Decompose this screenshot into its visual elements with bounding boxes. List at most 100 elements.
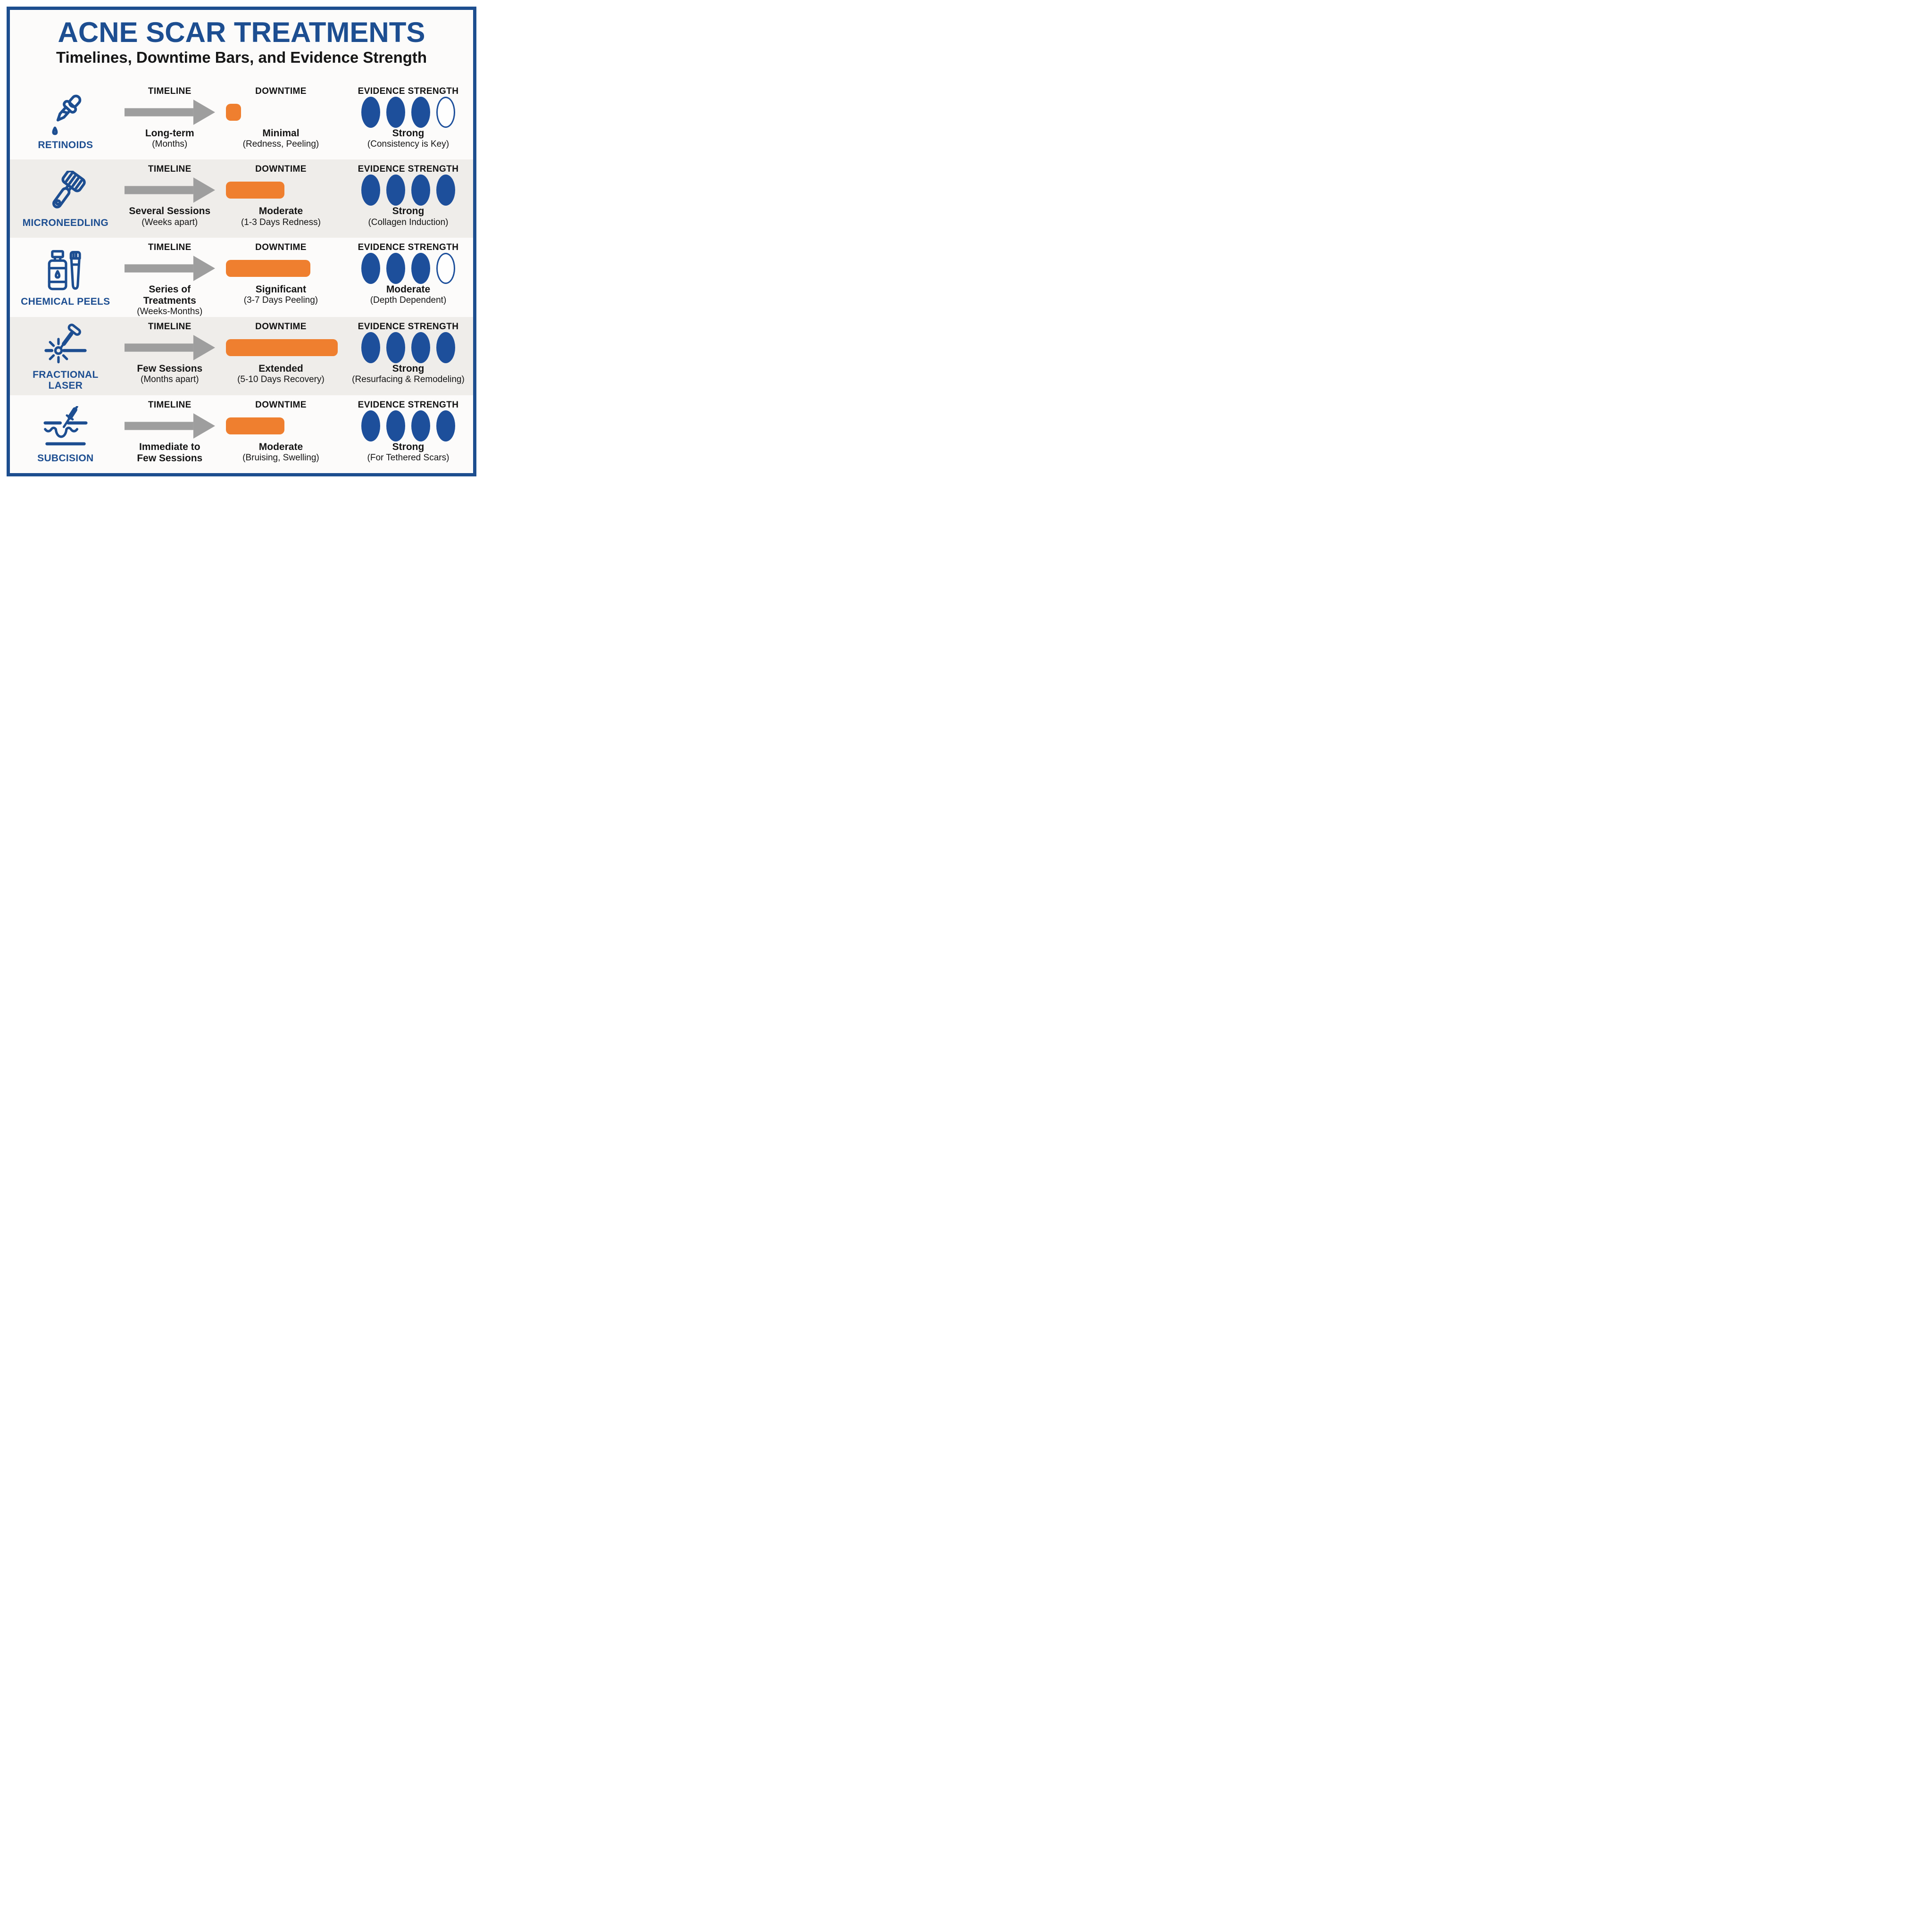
downtime-bar-track bbox=[218, 97, 343, 128]
laser-icon bbox=[43, 323, 88, 367]
timeline-header: TIMELINE bbox=[148, 400, 192, 410]
evidence-value: Strong bbox=[392, 128, 425, 139]
evidence-value: Strong bbox=[392, 206, 425, 217]
downtime-bar bbox=[225, 104, 242, 121]
treatment-row: MICRONEEDLING TIMELINE Several Sessions … bbox=[10, 159, 473, 238]
downtime-value: Moderate bbox=[258, 441, 303, 452]
treatment-cell: SUBCISION bbox=[10, 395, 121, 473]
arrow-right-icon bbox=[124, 256, 215, 281]
evidence-dot bbox=[411, 252, 430, 284]
evidence-dot bbox=[386, 97, 405, 128]
downtime-bar bbox=[225, 182, 285, 199]
poster-header: ACNE SCAR TREATMENTS Timelines, Downtime… bbox=[10, 10, 473, 82]
treatment-row: CHEMICAL PEELS TIMELINE Series of Treatm… bbox=[10, 238, 473, 317]
evidence-graphic bbox=[343, 410, 473, 441]
evidence-dots bbox=[361, 175, 455, 206]
evidence-dot bbox=[436, 97, 455, 128]
evidence-detail: (Depth Dependent) bbox=[370, 295, 447, 306]
evidence-graphic bbox=[343, 175, 473, 206]
arrow-right-icon bbox=[124, 413, 215, 439]
downtime-header: DOWNTIME bbox=[255, 322, 307, 332]
downtime-detail: (1-3 Days Redness) bbox=[241, 217, 321, 227]
arrow-right-icon bbox=[124, 100, 215, 125]
evidence-value: Moderate bbox=[386, 283, 431, 295]
timeline-header: TIMELINE bbox=[148, 164, 192, 175]
evidence-dot bbox=[411, 175, 430, 206]
timeline-value: Immediate to Few Sessions bbox=[137, 441, 203, 464]
downtime-cell: DOWNTIME Minimal (Redness, Peeling) bbox=[218, 82, 343, 159]
downtime-header: DOWNTIME bbox=[255, 86, 307, 96]
evidence-dot bbox=[386, 410, 405, 441]
evidence-detail: (Resurfacing & Remodeling) bbox=[352, 375, 465, 385]
timeline-header: TIMELINE bbox=[148, 86, 192, 96]
treatment-name: MICRONEEDLING bbox=[22, 217, 109, 229]
evidence-graphic bbox=[343, 97, 473, 128]
downtime-detail: (Redness, Peeling) bbox=[242, 139, 319, 150]
treatment-cell: CHEMICAL PEELS bbox=[10, 238, 121, 317]
evidence-header: EVIDENCE STRENGTH bbox=[358, 242, 459, 252]
evidence-header: EVIDENCE STRENGTH bbox=[358, 86, 459, 96]
arrow-right-icon bbox=[124, 335, 215, 360]
evidence-dot bbox=[436, 332, 455, 364]
timeline-graphic bbox=[121, 97, 218, 128]
evidence-dot bbox=[361, 175, 380, 206]
evidence-detail: (Collagen Induction) bbox=[368, 217, 449, 227]
evidence-cell: EVIDENCE STRENGTH Strong (For Tethered S… bbox=[343, 395, 473, 473]
evidence-dot bbox=[361, 97, 380, 128]
page-subtitle: Timelines, Downtime Bars, and Evidence S… bbox=[56, 49, 427, 66]
evidence-dot bbox=[436, 175, 455, 206]
timeline-value: Few Sessions bbox=[137, 363, 203, 375]
evidence-dot bbox=[361, 410, 380, 441]
needle-skin-icon bbox=[43, 405, 88, 450]
evidence-dots bbox=[361, 332, 455, 364]
evidence-dot bbox=[411, 410, 430, 441]
downtime-header: DOWNTIME bbox=[255, 400, 307, 410]
downtime-value: Significant bbox=[255, 283, 307, 295]
downtime-bar bbox=[225, 417, 285, 434]
treatment-rows: RETINOIDS TIMELINE Long-term (Months) DO… bbox=[10, 82, 473, 473]
evidence-dot bbox=[361, 332, 380, 364]
timeline-header: TIMELINE bbox=[148, 322, 192, 332]
evidence-dots bbox=[361, 410, 455, 441]
evidence-dot bbox=[436, 252, 455, 284]
timeline-detail: (Weeks-Months) bbox=[137, 307, 203, 317]
downtime-value: Moderate bbox=[258, 206, 303, 217]
arrow-right-icon bbox=[124, 177, 215, 203]
evidence-dot bbox=[386, 175, 405, 206]
evidence-cell: EVIDENCE STRENGTH Moderate (Depth Depend… bbox=[343, 238, 473, 317]
downtime-cell: DOWNTIME Extended (5-10 Days Recovery) bbox=[218, 317, 343, 395]
evidence-dot bbox=[386, 252, 405, 284]
evidence-header: EVIDENCE STRENGTH bbox=[358, 400, 459, 410]
timeline-header: TIMELINE bbox=[148, 242, 192, 252]
treatment-name: SUBCISION bbox=[37, 453, 94, 464]
evidence-graphic bbox=[343, 252, 473, 284]
evidence-value: Strong bbox=[392, 363, 425, 375]
timeline-graphic bbox=[121, 332, 218, 363]
evidence-dot bbox=[411, 97, 430, 128]
treatment-cell: MICRONEEDLING bbox=[10, 159, 121, 237]
evidence-dot bbox=[411, 332, 430, 364]
downtime-detail: (5-10 Days Recovery) bbox=[237, 375, 325, 385]
timeline-detail: (Months) bbox=[152, 139, 188, 150]
downtime-detail: (3-7 Days Peeling) bbox=[243, 295, 318, 306]
downtime-bar-track bbox=[218, 410, 343, 441]
downtime-cell: DOWNTIME Moderate (Bruising, Swelling) bbox=[218, 395, 343, 473]
downtime-bar bbox=[225, 339, 338, 357]
downtime-cell: DOWNTIME Significant (3-7 Days Peeling) bbox=[218, 238, 343, 317]
treatment-cell: RETINOIDS bbox=[10, 82, 121, 159]
evidence-header: EVIDENCE STRENGTH bbox=[358, 164, 459, 175]
evidence-value: Strong bbox=[392, 441, 425, 452]
timeline-graphic bbox=[121, 175, 218, 206]
poster-frame: ACNE SCAR TREATMENTS Timelines, Downtime… bbox=[7, 7, 476, 476]
evidence-graphic bbox=[343, 332, 473, 364]
infographic-poster: ACNE SCAR TREATMENTS Timelines, Downtime… bbox=[0, 0, 483, 483]
derma-roller-icon bbox=[43, 169, 88, 215]
treatment-row: RETINOIDS TIMELINE Long-term (Months) DO… bbox=[10, 82, 473, 159]
timeline-cell: TIMELINE Immediate to Few Sessions bbox=[121, 395, 218, 473]
downtime-value: Extended bbox=[258, 363, 303, 375]
treatment-row: FRACTIONAL LASER TIMELINE Few Sessions (… bbox=[10, 317, 473, 395]
evidence-dot bbox=[386, 332, 405, 364]
treatment-name: FRACTIONAL LASER bbox=[33, 369, 99, 391]
timeline-graphic bbox=[121, 410, 218, 441]
downtime-bar bbox=[225, 259, 311, 277]
